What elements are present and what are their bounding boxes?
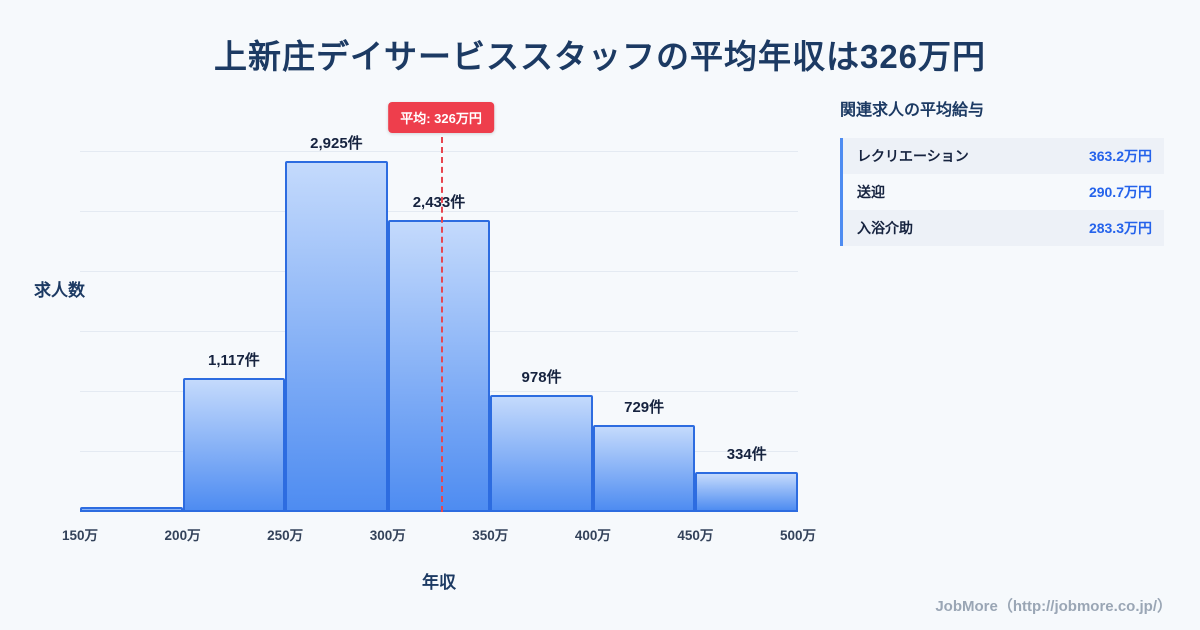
related-job-value: 290.7万円: [1088, 184, 1152, 200]
x-tick-label: 400万: [574, 528, 611, 543]
bar-count-label: 1,117件: [207, 351, 260, 369]
histogram-bar: [490, 394, 593, 512]
x-tick-label: 450万: [677, 528, 714, 543]
related-jobs-table: レクリエーション 363.2万円送迎 290.7万円入浴介助 283.3万円: [840, 138, 1164, 246]
histogram-bar: [80, 507, 183, 512]
x-tick-label: 300万: [369, 528, 406, 543]
bar-count-label: 729件: [624, 398, 665, 416]
histogram-bar: [695, 471, 798, 512]
related-job-row: レクリエーション 363.2万円: [843, 138, 1164, 174]
x-tick-label: 200万: [164, 528, 201, 543]
x-tick-label: 150万: [61, 528, 99, 543]
related-job-label: 送迎: [857, 184, 885, 200]
x-tick-label: 350万: [472, 528, 509, 543]
bar-count-label: 2,925件: [310, 135, 363, 152]
histogram-bar: [285, 161, 388, 512]
gridline: [80, 151, 798, 152]
chart-title: 上新庄デイサービススタッフの平均年収は326万円: [213, 38, 987, 75]
x-axis-label: 年収: [422, 573, 456, 592]
bar-count-label: 978件: [521, 368, 562, 386]
histogram-bar: [387, 220, 491, 512]
related-job-label: レクリエーション: [857, 148, 969, 164]
related-job-row: 入浴介助 283.3万円: [843, 210, 1164, 246]
related-jobs-panel: 関連求人の平均給与 レクリエーション 363.2万円送迎 290.7万円入浴介助 28…: [840, 96, 1164, 246]
related-job-value: 363.2万円: [1088, 148, 1152, 164]
related-job-row: 送迎 290.7万円: [843, 174, 1164, 210]
histogram-bar: [182, 377, 286, 512]
x-axis-ticks: 150万 200万 250万 300万 350万 400万 450万 500万: [62, 524, 816, 544]
x-tick-label: 250万: [267, 528, 304, 543]
histogram-bar: [592, 424, 696, 512]
attribution: JobMore（http://jobmore.co.jp/）: [935, 598, 1172, 615]
histogram-plot: 平均: 326万円 1,117件 2,925件 2,433件 978件 729件 334件: [80, 102, 798, 512]
bar-count-label: 2,433件: [412, 194, 466, 212]
related-jobs-heading: 関連求人の平均給与: [840, 102, 985, 119]
related-job-label: 入浴介助: [857, 220, 913, 236]
average-badge: 平均: 326万円: [388, 102, 494, 133]
bar-count-label: 334件: [726, 445, 767, 463]
x-tick-label: 500万: [779, 528, 817, 543]
gridline: [80, 211, 798, 212]
average-line: [441, 137, 444, 512]
related-job-value: 283.3万円: [1088, 220, 1152, 236]
y-axis-label: 求人数: [34, 281, 85, 300]
